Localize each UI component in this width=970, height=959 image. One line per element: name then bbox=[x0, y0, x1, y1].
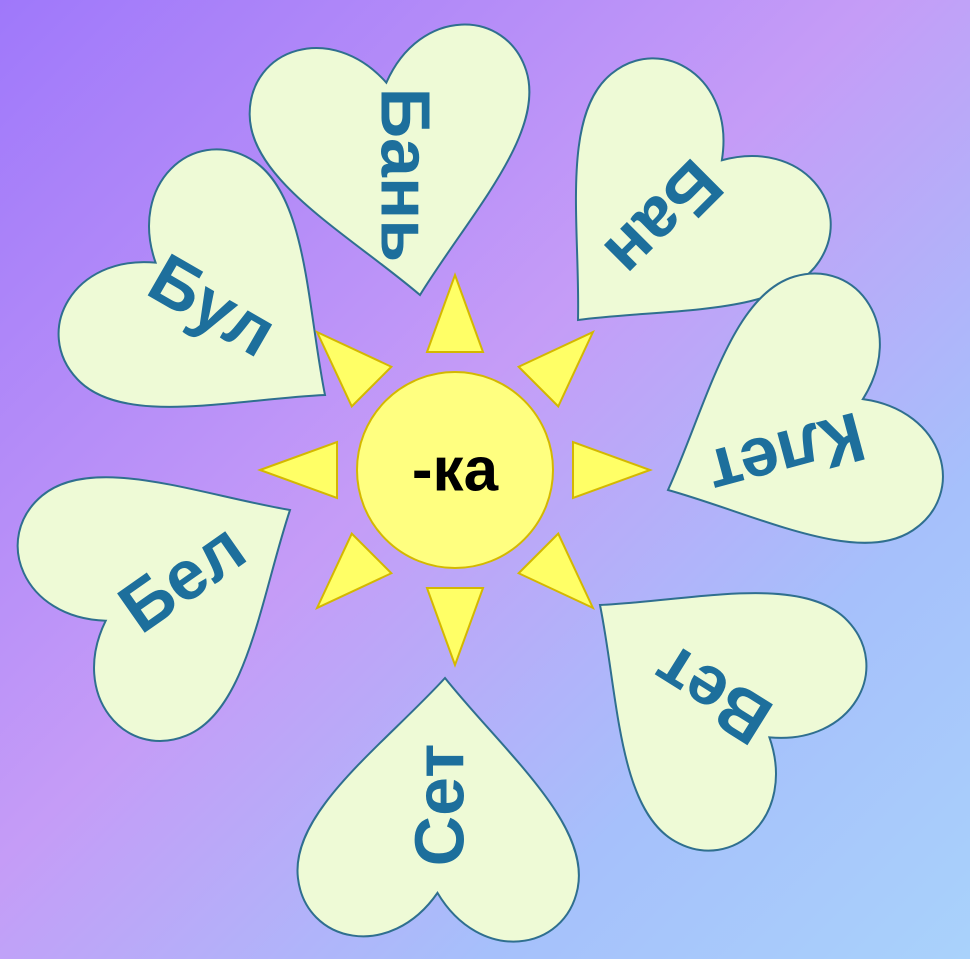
slide: Бань Бан Клет Вет Сет Бел Бул -ка bbox=[0, 0, 970, 959]
petal-label: Сет bbox=[400, 744, 478, 867]
center-label: -ка bbox=[412, 435, 499, 504]
petal-label: Бань bbox=[367, 88, 445, 263]
page: Бань Бан Клет Вет Сет Бел Бул -ка (() =>… bbox=[0, 0, 970, 959]
